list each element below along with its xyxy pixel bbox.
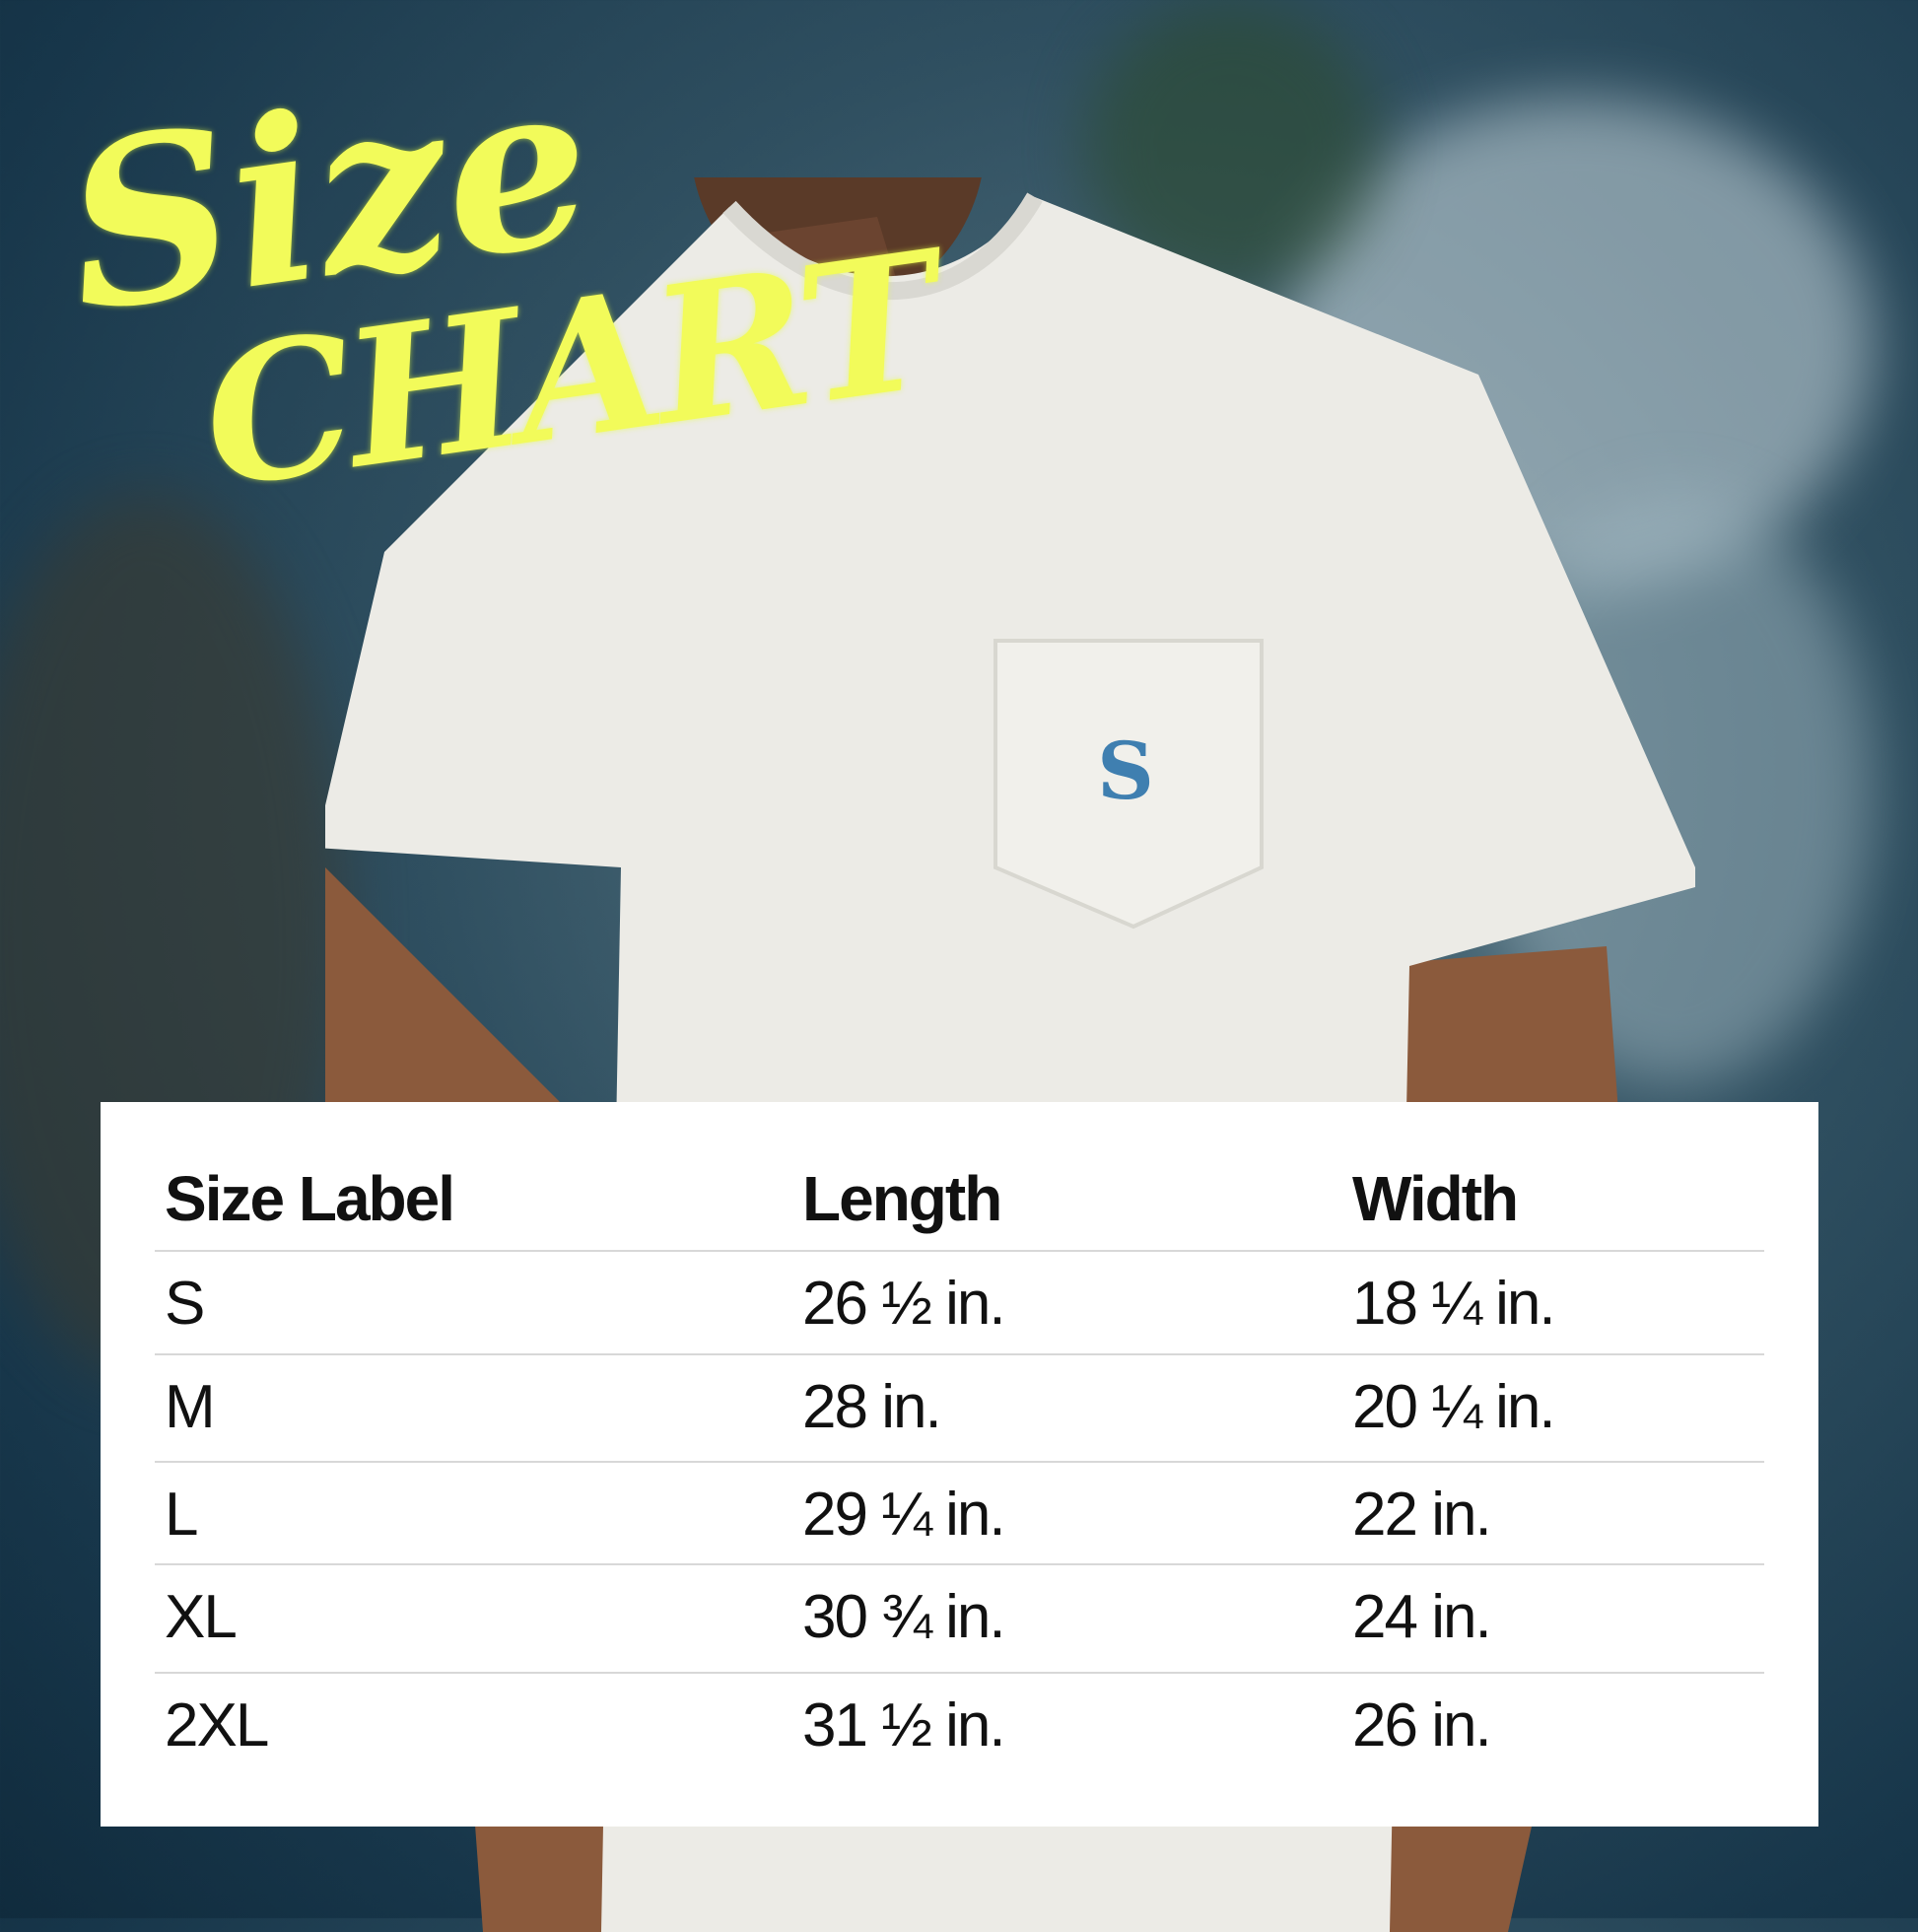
table-row: S 26 ½ in. 18 ¼ in. xyxy=(155,1250,1764,1355)
width-cell: 22 in. xyxy=(1352,1481,1492,1549)
width-cell: 24 in. xyxy=(1352,1583,1492,1651)
table-row: XL 30 ¾ in. 24 in. xyxy=(155,1563,1764,1669)
size-cell: 2XL xyxy=(165,1691,269,1760)
length-cell: 26 ½ in. xyxy=(802,1270,1006,1338)
size-cell: S xyxy=(165,1270,205,1338)
header-size-label: Size Label xyxy=(165,1162,455,1234)
length-cell: 31 ½ in. xyxy=(802,1691,1006,1760)
length-cell: 29 ¼ in. xyxy=(802,1481,1006,1549)
length-cell: 30 ¾ in. xyxy=(802,1583,1006,1651)
width-cell: 18 ¼ in. xyxy=(1352,1270,1556,1338)
header-length: Length xyxy=(802,1162,1002,1234)
width-cell: 26 in. xyxy=(1352,1691,1492,1760)
table-row: 2XL 31 ½ in. 26 in. xyxy=(155,1672,1764,1777)
table-row: M 28 in. 20 ¼ in. xyxy=(155,1353,1764,1459)
size-chart-table: Size Label Length Width S 26 ½ in. 18 ¼ … xyxy=(101,1102,1818,1827)
table-header-row: Size Label Length Width xyxy=(155,1146,1764,1250)
size-cell: M xyxy=(165,1373,216,1441)
table-row: L 29 ¼ in. 22 in. xyxy=(155,1461,1764,1566)
brand-logo: S xyxy=(1097,724,1154,817)
size-cell: XL xyxy=(165,1583,238,1651)
width-cell: 20 ¼ in. xyxy=(1352,1373,1556,1441)
header-width: Width xyxy=(1352,1162,1519,1234)
length-cell: 28 in. xyxy=(802,1373,942,1441)
size-cell: L xyxy=(165,1481,199,1549)
